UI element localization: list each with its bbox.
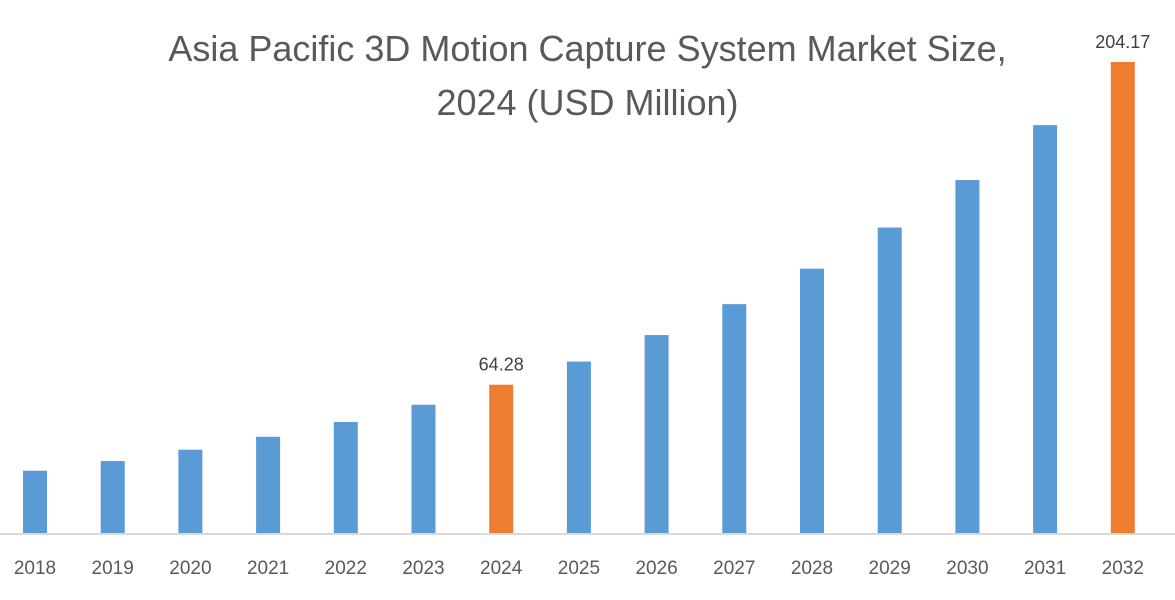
x-tick-label: 2022 [325,558,367,579]
bar-2023 [411,404,436,533]
bar-2031 [1033,125,1058,533]
chart-title: Asia Pacific 3D Motion Capture System Ma… [0,22,1175,130]
x-tick-label: 2026 [635,558,677,579]
x-tick-label: 2031 [1024,558,1066,579]
x-tick-label: 2021 [247,558,289,579]
x-tick-label: 2027 [713,558,755,579]
bar-2029 [877,227,902,534]
x-tick-label: 2028 [791,558,833,579]
bar-2030 [955,180,980,533]
data-label-2024: 64.28 [479,355,524,375]
x-tick-label: 2029 [869,558,911,579]
bar-2024 [489,384,514,533]
bar-2022 [333,422,358,533]
data-label-2032: 204.17 [1095,32,1150,52]
chart-title-line-2: 2024 (USD Million) [436,82,739,123]
bar-2021 [256,436,281,533]
bar-2026 [644,335,669,533]
x-tick-label: 2020 [169,558,211,579]
chart-title-line-1: Asia Pacific 3D Motion Capture System Ma… [168,28,1007,69]
x-tick-label: 2024 [480,558,523,579]
x-tick-label: 2019 [92,558,134,579]
x-tick-label: 2025 [558,558,600,579]
bar-2032 [1110,62,1135,533]
x-tick-label: 2023 [402,558,444,579]
x-tick-label: 2030 [946,558,988,579]
bar-2018 [23,470,47,533]
x-tick-label: 2032 [1102,558,1144,579]
bar-2028 [800,268,824,533]
x-tick-label: 2018 [14,558,56,579]
bar-2027 [722,304,747,533]
bar-2020 [178,449,203,533]
bar-2019 [100,461,125,533]
bar-2025 [566,361,591,533]
